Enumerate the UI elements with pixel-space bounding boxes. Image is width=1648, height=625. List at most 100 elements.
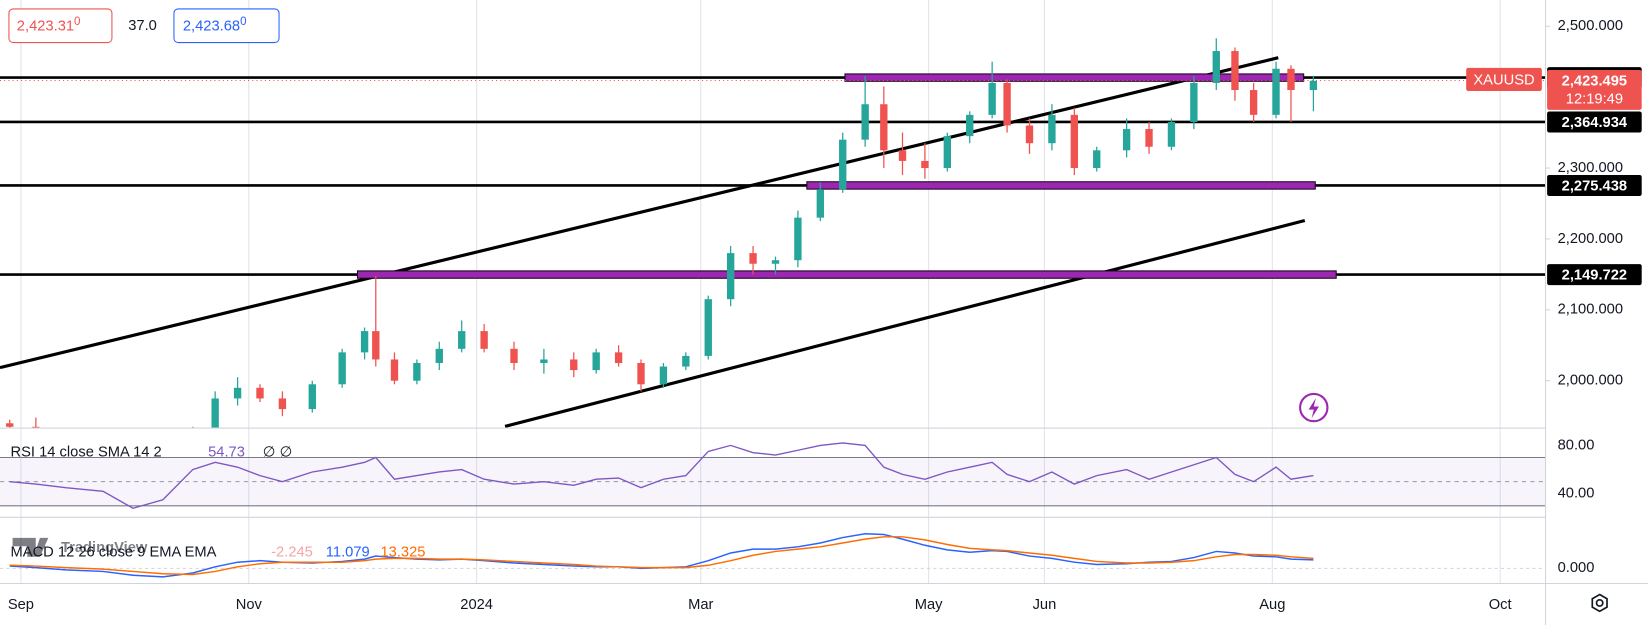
- price-label-box: [1547, 69, 1642, 110]
- x-tick-label: May: [915, 597, 943, 613]
- candle-body: [1145, 129, 1153, 147]
- price-label: 2,423.495: [1562, 73, 1627, 89]
- ask-price: 2,423.680: [183, 16, 247, 34]
- candle-body: [1212, 51, 1220, 83]
- bid-price: 2,423.310: [17, 16, 81, 34]
- candle-body: [816, 189, 824, 218]
- candle-body: [1093, 150, 1101, 169]
- candle-body: [540, 359, 548, 364]
- candle-body: [966, 114, 974, 137]
- candle-body: [592, 352, 600, 371]
- candle-body: [726, 253, 735, 300]
- candle-body: [360, 331, 369, 353]
- countdown: 12:19:49: [1566, 91, 1623, 107]
- rsi-tick-label: 40.00: [1558, 486, 1595, 502]
- x-tick-label: Mar: [688, 597, 713, 613]
- rsi-pane: [0, 442, 1545, 509]
- watermark-text: TradingView: [61, 540, 148, 556]
- level-label-box: [1547, 264, 1642, 286]
- candle-body: [1025, 125, 1034, 144]
- y-tick-label: 2,100.000: [1558, 302, 1623, 318]
- alert-icon[interactable]: [1299, 392, 1329, 423]
- y-tick-label: 2,200.000: [1558, 231, 1623, 247]
- candle-body: [32, 426, 40, 428]
- candle-body: [749, 253, 757, 264]
- candle-body: [1309, 80, 1318, 91]
- level-label-box: [1547, 111, 1642, 133]
- candle-body: [898, 150, 907, 161]
- settings-dot: [1595, 598, 1604, 607]
- x-tick-label: Aug: [1259, 597, 1285, 613]
- trend-line: [504, 218, 1306, 428]
- macd-legend: MACD 12 26 close 9 EMA EMA: [11, 544, 217, 560]
- rsi-legend: RSI 14 close SMA 14 2: [11, 445, 162, 461]
- rsi-tick-label: 80.00: [1558, 437, 1595, 453]
- candle-body: [771, 260, 780, 264]
- alert-bolt: [1308, 398, 1320, 419]
- ask-box[interactable]: [173, 8, 280, 44]
- x-tick-label: Sep: [8, 597, 34, 613]
- macd-pane: [0, 532, 1545, 578]
- rsi-extra: ∅ ∅: [263, 445, 293, 461]
- candle-body: [6, 423, 14, 427]
- signal-line: [9, 536, 1314, 576]
- bid-box[interactable]: [8, 8, 113, 44]
- candle-body: [1048, 114, 1056, 144]
- candle-body: [256, 387, 264, 399]
- level-label: 2,364.934: [1562, 115, 1628, 131]
- macd-line: [9, 532, 1314, 578]
- candle-body: [1167, 121, 1176, 147]
- candle-body: [1287, 68, 1295, 91]
- candle-body: [794, 217, 802, 261]
- x-tick-label: Nov: [236, 597, 263, 613]
- candle-body: [413, 363, 421, 381]
- candle-body: [861, 104, 869, 140]
- candle-body: [435, 348, 443, 364]
- watermark: TradingView: [12, 537, 148, 557]
- candle-body: [1190, 82, 1198, 122]
- candle-body: [637, 363, 645, 385]
- candle-body: [570, 359, 578, 371]
- zone: [806, 181, 1316, 190]
- candle-body: [921, 160, 929, 169]
- axes-layer: Sep Nov 2024 Mar May Jun Aug Oct 2,500.000 2,300.…: [8, 18, 1642, 613]
- candle-body: [943, 136, 951, 169]
- watermark-logo: [12, 537, 49, 557]
- main-pane: [0, 38, 1545, 439]
- rsi-value: 54.73: [208, 445, 245, 461]
- candle-body: [480, 331, 488, 349]
- candle-body: [458, 331, 466, 349]
- candle-body: [704, 299, 712, 356]
- settings-icon[interactable]: [1591, 593, 1608, 613]
- candle-body: [880, 104, 888, 151]
- candle-body: [1003, 82, 1011, 126]
- macd-signal-value: 13.325: [380, 544, 425, 560]
- candle-body: [988, 82, 996, 115]
- y-tick-label: 2,000.000: [1558, 373, 1623, 389]
- settings-hex: [1591, 593, 1608, 613]
- candle-body: [1122, 129, 1131, 151]
- grid-layer: [20, 0, 1501, 583]
- candle-body: [1272, 68, 1280, 115]
- candle-body: [1070, 114, 1079, 169]
- candle-body: [278, 398, 287, 410]
- x-tick-label: Jun: [1033, 597, 1057, 613]
- candle-body: [682, 355, 690, 367]
- candle-body: [1249, 90, 1258, 115]
- macd-hist-value: -2.245: [271, 544, 313, 560]
- candle-body: [211, 398, 219, 428]
- macd-tick-label: 0.000: [1558, 560, 1595, 576]
- candle-body: [614, 352, 623, 364]
- candle-body: [233, 387, 242, 399]
- candle-body: [62, 434, 69, 439]
- candle-body: [659, 366, 668, 385]
- zone: [844, 73, 1305, 82]
- x-tick-label: 2024: [460, 597, 493, 613]
- rsi-line: [9, 442, 1314, 509]
- level-label: 2,275.438: [1562, 178, 1627, 194]
- level-label-box: [1547, 174, 1642, 196]
- candle-body: [372, 331, 380, 360]
- symbol-box: [1466, 67, 1542, 91]
- y-tick-label: 2,500.000: [1558, 18, 1623, 34]
- candle-body: [308, 384, 316, 410]
